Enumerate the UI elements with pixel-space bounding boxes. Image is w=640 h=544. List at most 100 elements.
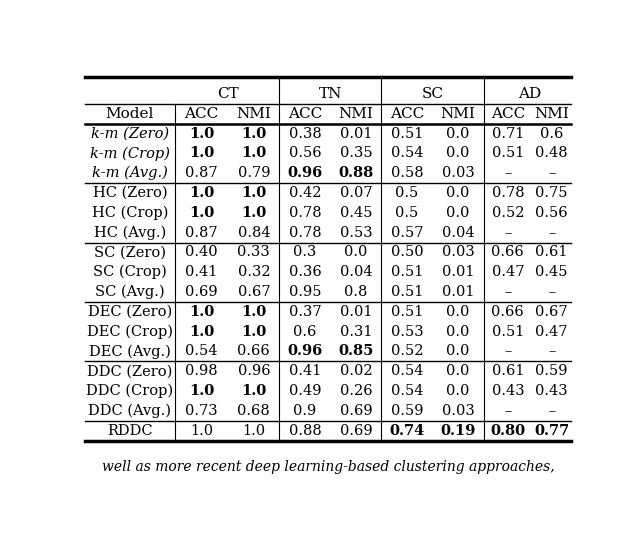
Text: 0.96: 0.96 xyxy=(237,364,270,378)
Text: 0.61: 0.61 xyxy=(492,364,524,378)
Text: NMI: NMI xyxy=(534,107,569,121)
Text: well as more recent deep learning-based clustering approaches,: well as more recent deep learning-based … xyxy=(102,460,554,474)
Text: 0.87: 0.87 xyxy=(186,226,218,239)
Text: 0.59: 0.59 xyxy=(535,364,568,378)
Text: 0.32: 0.32 xyxy=(237,265,270,279)
Text: 0.49: 0.49 xyxy=(289,384,321,398)
Text: 0.0: 0.0 xyxy=(446,206,470,220)
Text: 0.6: 0.6 xyxy=(540,127,563,141)
Text: 0.37: 0.37 xyxy=(289,305,321,319)
Text: –: – xyxy=(548,166,556,180)
Text: 0.48: 0.48 xyxy=(535,146,568,160)
Text: 0.35: 0.35 xyxy=(340,146,372,160)
Text: 0.78: 0.78 xyxy=(492,186,524,200)
Text: 0.87: 0.87 xyxy=(186,166,218,180)
Text: 0.03: 0.03 xyxy=(442,166,474,180)
Text: 0.50: 0.50 xyxy=(390,245,423,259)
Text: 0.41: 0.41 xyxy=(186,265,218,279)
Text: 0.88: 0.88 xyxy=(339,166,374,180)
Text: 0.95: 0.95 xyxy=(289,285,321,299)
Text: 0.41: 0.41 xyxy=(289,364,321,378)
Text: 0.36: 0.36 xyxy=(289,265,321,279)
Text: 0.67: 0.67 xyxy=(237,285,270,299)
Text: k-m (Crop): k-m (Crop) xyxy=(90,146,170,160)
Text: 0.59: 0.59 xyxy=(391,404,423,418)
Text: 0.53: 0.53 xyxy=(340,226,372,239)
Text: 0.19: 0.19 xyxy=(440,424,476,437)
Text: 0.71: 0.71 xyxy=(492,127,524,141)
Text: –: – xyxy=(504,285,511,299)
Text: 0.04: 0.04 xyxy=(442,226,474,239)
Text: 0.78: 0.78 xyxy=(289,226,321,239)
Text: 0.73: 0.73 xyxy=(186,404,218,418)
Text: 0.51: 0.51 xyxy=(391,305,423,319)
Text: ACC: ACC xyxy=(390,107,424,121)
Text: 1.0: 1.0 xyxy=(241,206,266,220)
Text: 0.54: 0.54 xyxy=(186,344,218,358)
Text: 1.0: 1.0 xyxy=(241,305,266,319)
Text: 1.0: 1.0 xyxy=(241,146,266,160)
Text: 0.66: 0.66 xyxy=(237,344,270,358)
Text: DDC (Avg.): DDC (Avg.) xyxy=(88,404,172,418)
Text: 0.0: 0.0 xyxy=(446,364,470,378)
Text: DEC (Crop): DEC (Crop) xyxy=(87,324,173,339)
Text: k-m (Zero): k-m (Zero) xyxy=(91,127,169,141)
Text: 0.57: 0.57 xyxy=(391,226,423,239)
Text: 0.5: 0.5 xyxy=(396,186,419,200)
Text: 0.51: 0.51 xyxy=(391,127,423,141)
Text: 0.26: 0.26 xyxy=(340,384,372,398)
Text: 0.0: 0.0 xyxy=(446,344,470,358)
Text: –: – xyxy=(548,285,556,299)
Text: 0.3: 0.3 xyxy=(293,245,317,259)
Text: 0.51: 0.51 xyxy=(492,146,524,160)
Text: 1.0: 1.0 xyxy=(243,424,266,437)
Text: 0.54: 0.54 xyxy=(391,364,423,378)
Text: 0.68: 0.68 xyxy=(237,404,270,418)
Text: 0.0: 0.0 xyxy=(446,127,470,141)
Text: –: – xyxy=(504,226,511,239)
Text: Model: Model xyxy=(106,107,154,121)
Text: 0.03: 0.03 xyxy=(442,245,474,259)
Text: 0.04: 0.04 xyxy=(340,265,372,279)
Text: 1.0: 1.0 xyxy=(190,424,213,437)
Text: 0.47: 0.47 xyxy=(535,325,568,338)
Text: HC (Avg.): HC (Avg.) xyxy=(94,225,166,240)
Text: 0.67: 0.67 xyxy=(535,305,568,319)
Text: 0.43: 0.43 xyxy=(535,384,568,398)
Text: 0.54: 0.54 xyxy=(391,384,423,398)
Text: 1.0: 1.0 xyxy=(189,325,214,338)
Text: 0.0: 0.0 xyxy=(446,305,470,319)
Text: 1.0: 1.0 xyxy=(241,384,266,398)
Text: 1.0: 1.0 xyxy=(241,127,266,141)
Text: 0.8: 0.8 xyxy=(344,285,367,299)
Text: 0.51: 0.51 xyxy=(391,265,423,279)
Text: SC: SC xyxy=(422,87,444,101)
Text: CT: CT xyxy=(217,87,239,101)
Text: DEC (Avg.): DEC (Avg.) xyxy=(89,344,171,358)
Text: 0.79: 0.79 xyxy=(237,166,270,180)
Text: SC (Crop): SC (Crop) xyxy=(93,265,167,280)
Text: 0.51: 0.51 xyxy=(391,285,423,299)
Text: HC (Crop): HC (Crop) xyxy=(92,206,168,220)
Text: 0.6: 0.6 xyxy=(293,325,317,338)
Text: 0.45: 0.45 xyxy=(535,265,568,279)
Text: 1.0: 1.0 xyxy=(189,206,214,220)
Text: RDDC: RDDC xyxy=(107,424,153,437)
Text: 0.52: 0.52 xyxy=(391,344,423,358)
Text: –: – xyxy=(548,226,556,239)
Text: 0.38: 0.38 xyxy=(289,127,321,141)
Text: 0.52: 0.52 xyxy=(492,206,524,220)
Text: 0.96: 0.96 xyxy=(287,166,323,180)
Text: 0.01: 0.01 xyxy=(442,285,474,299)
Text: 0.47: 0.47 xyxy=(492,265,524,279)
Text: 0.42: 0.42 xyxy=(289,186,321,200)
Text: –: – xyxy=(548,404,556,418)
Text: DDC (Crop): DDC (Crop) xyxy=(86,384,173,398)
Text: TN: TN xyxy=(319,87,342,101)
Text: 0.0: 0.0 xyxy=(344,245,367,259)
Text: ACC: ACC xyxy=(288,107,322,121)
Text: 0.54: 0.54 xyxy=(391,146,423,160)
Text: 1.0: 1.0 xyxy=(189,186,214,200)
Text: SC (Zero): SC (Zero) xyxy=(94,245,166,259)
Text: 0.53: 0.53 xyxy=(390,325,423,338)
